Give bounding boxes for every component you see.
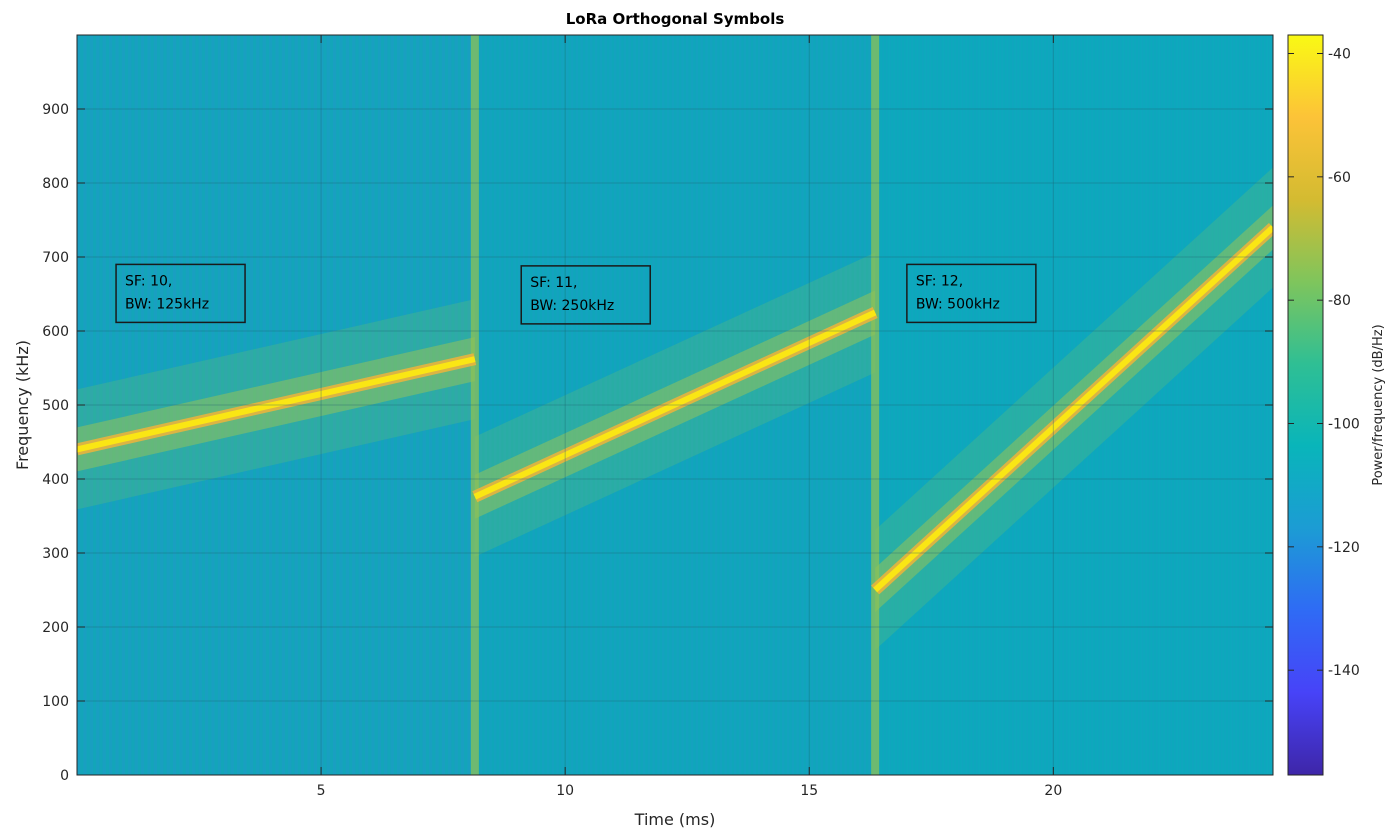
colorbar-tick-label: -100: [1328, 417, 1360, 433]
segment-stripes: [875, 35, 1273, 775]
colorbar-gradient: [1287, 34, 1324, 776]
x-tick-label: 10: [556, 783, 574, 799]
symbol-boundary-band: [470, 35, 479, 775]
segment-annotation: SF: 12, BW: 500kHz: [906, 263, 1037, 324]
y-tick-label: 500: [42, 398, 69, 414]
chart-title: LoRa Orthogonal Symbols: [566, 10, 785, 28]
colorbar-tick-label: -60: [1328, 170, 1351, 186]
symbol-boundary-band: [871, 35, 880, 775]
y-tick-label: 900: [42, 102, 69, 118]
annotation-box: [520, 265, 651, 325]
y-tick-label: 300: [42, 546, 69, 562]
annotation-box: [906, 263, 1037, 324]
colorbar-label: Power/frequency (dB/Hz): [1371, 324, 1386, 485]
chirp-line: [873, 225, 1273, 593]
colorbar-tick-label: -80: [1328, 293, 1351, 309]
colorbar-tick-label: -120: [1328, 540, 1360, 556]
x-tick-label: 15: [800, 783, 818, 799]
y-tick-label: 400: [42, 472, 69, 488]
y-axis-label: Frequency (kHz): [13, 340, 32, 470]
colorbar-tick-label: -40: [1328, 47, 1351, 63]
segment-annotation: SF: 11, BW: 250kHz: [520, 265, 651, 325]
y-tick-label: 800: [42, 176, 69, 192]
annotation-line2: BW: 250kHz: [530, 298, 614, 314]
annotation-box: [115, 263, 246, 324]
x-axis-label: Time (ms): [634, 810, 716, 829]
y-tick-label: 600: [42, 324, 69, 340]
x-tick-label: 5: [317, 783, 326, 799]
colorbar-tick-label: -140: [1328, 663, 1360, 679]
annotation-line2: BW: 500kHz: [916, 296, 1000, 312]
chirp-line: [473, 309, 877, 500]
chirp-line: [77, 356, 476, 453]
y-tick-label: 100: [42, 694, 69, 710]
annotation-line1: SF: 12,: [916, 273, 963, 289]
annotation-line2: BW: 125kHz: [125, 296, 209, 312]
annotation-line1: SF: 11,: [530, 275, 577, 291]
y-tick-label: 0: [60, 768, 69, 784]
y-tick-label: 700: [42, 250, 69, 266]
colorbar: -140 -120 -100 -80 -60 -40 Power/frequency (d…: [1287, 34, 1386, 776]
y-tick-label: 200: [42, 620, 69, 636]
annotation-line1: SF: 10,: [125, 273, 172, 289]
segment-annotation: SF: 10, BW: 125kHz: [115, 263, 246, 324]
x-tick-label: 20: [1044, 783, 1062, 799]
plot-area: 5 10 15 20 0 100 200 300 400 500 600 700 800 900 SF:…: [42, 34, 1274, 799]
